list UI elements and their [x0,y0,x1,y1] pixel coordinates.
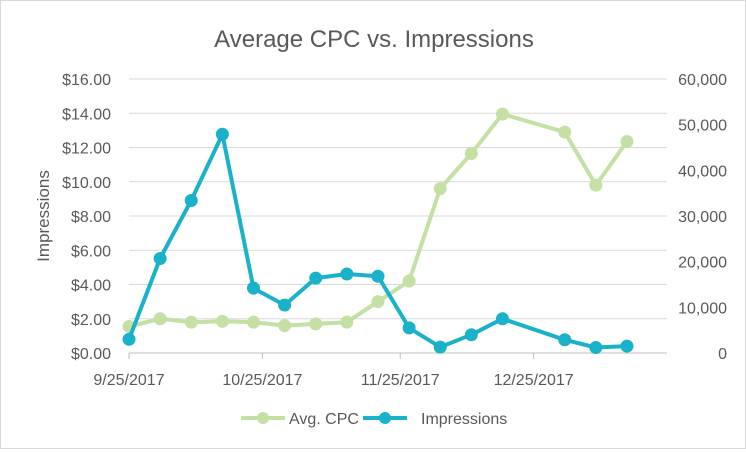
axes: $0.00 $2.00 $4.00 $6.00 $8.00 $10.00 $12.00 $14… [62,72,727,389]
legend: Avg. CPC Impressions [241,411,507,428]
y-left-tick-label: $0.00 [71,346,111,363]
impressions-point [589,341,603,355]
y-left-tick-label: $14.00 [62,106,111,123]
impressions-point [340,267,354,281]
impressions-point [495,312,509,326]
impressions-point [464,328,478,342]
x-tick-label: 12/25/2017 [494,372,574,389]
impressions-point [122,332,136,346]
y-right-tick-label: 0 [718,346,727,363]
y-left-tick-label: $8.00 [71,209,111,226]
avg-cpc-point [558,125,572,139]
impressions-point [558,333,572,347]
impressions-point [309,271,323,285]
series [122,107,634,355]
avg-cpc-point [184,315,198,329]
y-right-tick-label: 60,000 [678,72,727,89]
legend-impressions-swatch-marker [379,412,391,424]
x-tick-label: 9/25/2017 [93,372,164,389]
avg-cpc-point [246,315,260,329]
impressions-point [153,251,167,265]
y-left-tick-label: $2.00 [71,312,111,329]
avg-cpc-point [278,319,292,333]
avg-cpc-point [433,182,447,196]
avg-cpc-point [402,274,416,288]
avg-cpc-point [495,107,509,121]
y-left-tick-label: $12.00 [62,141,111,158]
y-right-tick-label: 20,000 [678,255,727,272]
y-right-tick-label: 40,000 [678,163,727,180]
y-left-tick-label: $4.00 [71,278,111,295]
avg-cpc-point [340,315,354,329]
avg-cpc-point [215,314,229,328]
impressions-point [402,321,416,335]
legend-avg-cpc-swatch-marker [257,412,269,424]
chart-title: Average CPC vs. Impressions [214,26,534,53]
avg-cpc-point [371,295,385,309]
impressions-point [246,281,260,295]
y-right-tick-label: 10,000 [678,300,727,317]
avg-cpc-point [589,178,603,192]
impressions-point [371,269,385,283]
avg-cpc-line [127,112,629,329]
legend-avg-cpc-label: Avg. CPC [289,411,359,428]
y-right-tick-label: 30,000 [678,209,727,226]
legend-impressions-label: Impressions [421,411,507,428]
x-tick-label: 11/25/2017 [361,372,440,389]
y-left-tick-label: $10.00 [62,175,111,192]
impressions-point [215,127,229,141]
impressions-point [433,340,447,354]
y-left-tick-label: $6.00 [71,243,111,260]
impressions-point [278,298,292,312]
gridlines [129,78,667,320]
y-axis-left-label: Impressions [34,170,53,262]
x-tick-label: 10/25/2017 [222,372,302,389]
avg-cpc-point [620,135,634,149]
impressions-point [184,193,198,207]
impressions-line [127,132,629,350]
avg-cpc-point [153,312,167,326]
impressions-point [620,339,634,353]
y-right-tick-label: 50,000 [678,118,727,135]
avg-cpc-point [464,146,478,160]
y-left-tick-label: $16.00 [62,72,111,89]
avg-cpc-point [309,317,323,331]
